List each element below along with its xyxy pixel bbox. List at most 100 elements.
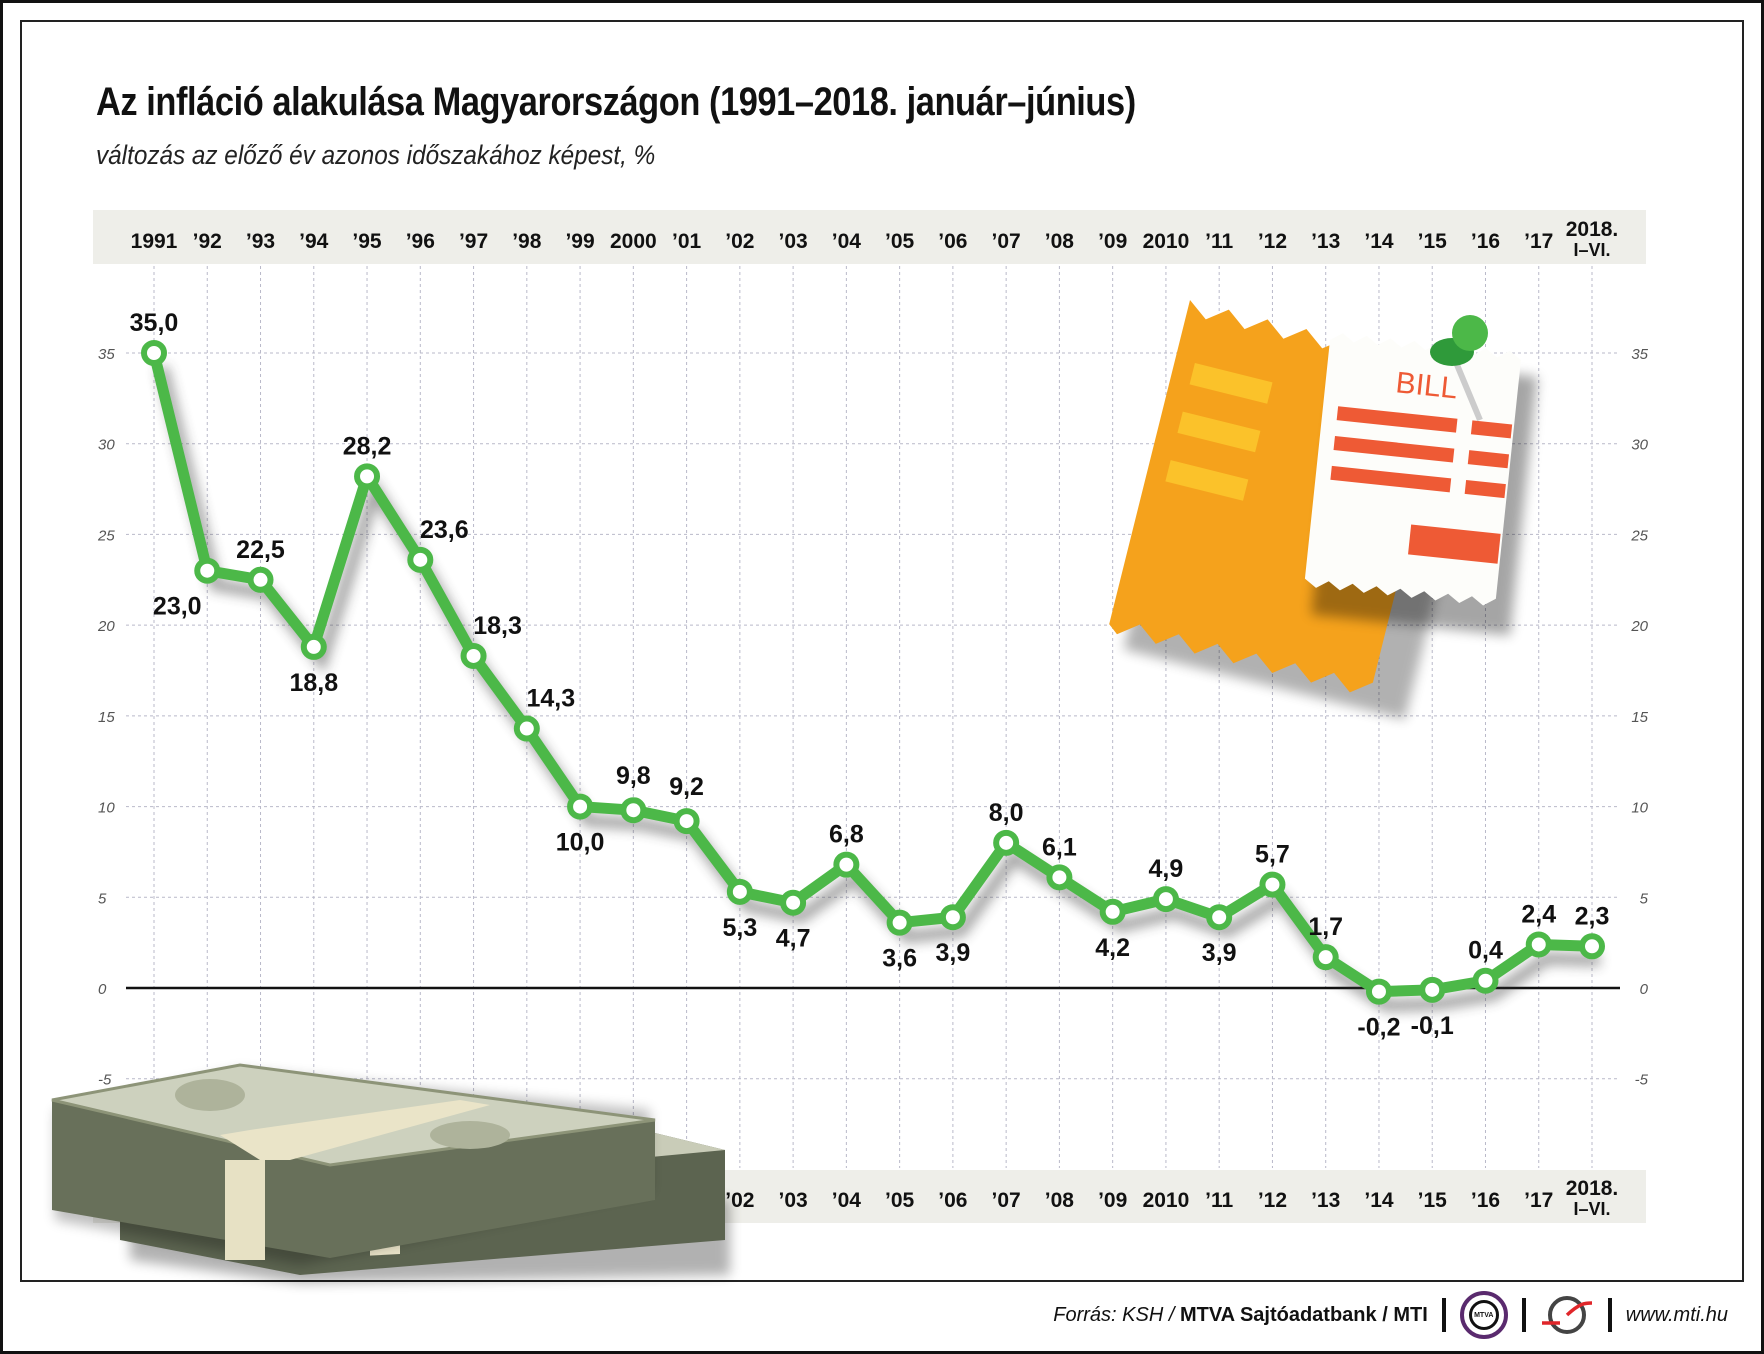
x-tick-label-bottom: ’05 <box>885 1189 915 1212</box>
y-tick-label-right: 0 <box>1640 981 1649 998</box>
data-point <box>1046 864 1073 891</box>
x-tick-label-top: ’04 <box>832 230 862 253</box>
data-point <box>939 904 966 931</box>
y-tick-label-right: 20 <box>1630 618 1648 635</box>
x-tick-label-bottom: ’14 <box>1364 1189 1394 1212</box>
inner-frame <box>20 20 1744 1282</box>
data-label: 23,6 <box>420 516 469 544</box>
data-label: 5,7 <box>1255 841 1290 869</box>
data-point <box>726 878 753 905</box>
y-tick-label-right: 10 <box>1631 800 1648 817</box>
x-tick-label-bottom: ’07 <box>992 1189 1021 1212</box>
data-point <box>1099 898 1126 925</box>
y-tick-label-right: 25 <box>1630 527 1648 544</box>
data-point <box>1579 933 1605 960</box>
x-tick-label-top: ’99 <box>565 230 594 253</box>
data-point <box>354 463 381 490</box>
data-point <box>460 642 487 669</box>
data-point <box>300 633 327 660</box>
data-point <box>407 546 434 573</box>
data-point <box>1472 967 1499 994</box>
x-tick-label-top: ’95 <box>352 230 382 253</box>
series-line <box>148 351 1593 998</box>
data-label: 3,9 <box>936 939 971 967</box>
x-tick-label-top: ’94 <box>299 230 329 253</box>
data-point <box>194 557 221 584</box>
y-axis-ticks: 35 35 30 30 25 25 20 20 15 15 10 10 5 5 0 0 -5 -5 <box>97 346 1649 1089</box>
x-tick-label-bottom: ’17 <box>1524 1189 1553 1212</box>
x-tick-label-top: ’14 <box>1364 230 1394 253</box>
x-tick-label-top: ’92 <box>193 230 222 253</box>
y-tick-label-right: 35 <box>1631 346 1648 363</box>
footer: Forrás: KSH / MTVA Sajtóadatbank / MTI M… <box>1053 1290 1728 1340</box>
x-tick-label-top: ’16 <box>1471 230 1500 253</box>
x-tick-label-bottom: ’03 <box>779 1189 808 1212</box>
data-point <box>673 808 700 835</box>
y-tick-label-right: 15 <box>1631 709 1648 726</box>
money-stack-illustration <box>51 1063 730 1283</box>
data-label: 1,7 <box>1308 913 1343 941</box>
data-point <box>993 829 1020 856</box>
y-tick-label-left: 0 <box>98 981 107 998</box>
data-point <box>1419 976 1446 1003</box>
x-tick-label-top: ’97 <box>459 230 488 253</box>
data-point <box>620 797 647 824</box>
data-point <box>247 566 274 593</box>
data-label: 4,7 <box>776 925 811 953</box>
x-tick-label-top: 1991 <box>131 230 178 253</box>
data-point <box>567 793 594 820</box>
data-point <box>833 851 860 878</box>
data-label: 9,2 <box>669 773 704 801</box>
bill-illustration: BILL <box>1109 300 1538 720</box>
divider <box>1521 1298 1526 1332</box>
x-tick-label-top: ’15 <box>1418 230 1448 253</box>
data-point <box>513 715 540 742</box>
mti-logo-icon <box>1541 1296 1592 1334</box>
data-point <box>1365 978 1392 1005</box>
data-point <box>886 909 913 936</box>
data-label: 8,0 <box>989 799 1024 827</box>
y-tick-label-left: 35 <box>98 346 115 363</box>
data-point <box>780 889 807 916</box>
data-line-group: 35,0 23,0 22,5 18,8 28,2 23,6 18,3 14,3 10,0 9,8 9… <box>130 309 1610 1042</box>
data-label: 35,0 <box>130 309 179 337</box>
x-tick-label-top: ’07 <box>992 230 1021 253</box>
x-tick-label-bottom: ’08 <box>1045 1189 1075 1212</box>
x-tick-label-bottom: ’09 <box>1098 1189 1127 1212</box>
data-label: -0,1 <box>1411 1012 1454 1040</box>
data-point <box>1525 931 1552 958</box>
data-label: 2,4 <box>1521 900 1556 928</box>
x-tick-label-top: ’06 <box>938 230 967 253</box>
x-tick-label-top: ’93 <box>246 230 275 253</box>
mtva-logo: MTVA <box>1459 1291 1508 1339</box>
x-tick-label-top: ’05 <box>885 230 915 253</box>
x-tick-label-bottom: 2010 <box>1143 1189 1190 1212</box>
y-tick-label-left: 25 <box>97 527 115 544</box>
x-tick-label-top: ’02 <box>725 230 754 253</box>
chart-title: Az infláció alakulása Magyarországon (19… <box>96 80 1136 124</box>
pushpin-icon <box>1430 315 1488 422</box>
data-label: 2,3 <box>1575 902 1610 930</box>
data-point <box>141 340 167 366</box>
source-prefix: Forrás: KSH / <box>1053 1303 1180 1326</box>
data-label: 22,5 <box>236 536 285 564</box>
x-tick-label-top: 2000 <box>610 230 657 253</box>
data-label: 4,9 <box>1149 855 1184 883</box>
y-tick-label-right: -5 <box>1635 1072 1649 1089</box>
website-link[interactable]: www.mti.hu <box>1625 1303 1728 1326</box>
data-point <box>1152 886 1179 913</box>
data-label: 9,8 <box>616 762 651 790</box>
x-tick-label-bottom: ’12 <box>1258 1189 1287 1212</box>
x-tick-label-bottom: ’16 <box>1471 1189 1500 1212</box>
x-tick-label-bottom: ’11 <box>1205 1189 1233 1212</box>
x-tick-label-top: ’09 <box>1098 230 1127 253</box>
x-tick-label-top: ’11 <box>1205 230 1233 253</box>
x-tick-label-bottom: ’13 <box>1311 1189 1340 1212</box>
x-tick-label-top: ’01 <box>672 230 702 253</box>
y-tick-label-left: 20 <box>97 618 115 635</box>
x-tick-label-bottom: ’02 <box>725 1189 754 1212</box>
x-tick-label-bottom: ’15 <box>1418 1189 1448 1212</box>
y-tick-label-left: 15 <box>98 709 115 726</box>
x-tick-label-top: ’17 <box>1524 230 1553 253</box>
